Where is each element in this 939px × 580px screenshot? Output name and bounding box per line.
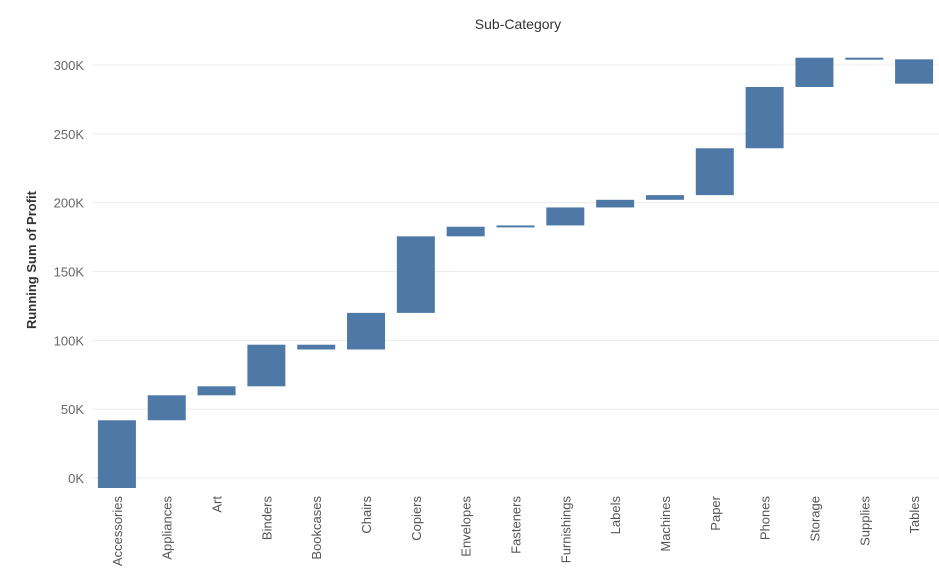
bar-phones [745, 86, 784, 149]
y-tick-label: 300K [54, 58, 85, 73]
bar-accessories [97, 420, 136, 488]
y-tick-label: 250K [54, 127, 85, 142]
bar-chairs [347, 312, 386, 350]
gridlines [92, 64, 939, 479]
category-label-furnishings: Furnishings [558, 496, 573, 564]
y-tick-label: 0K [68, 471, 84, 486]
y-tick-label: 100K [54, 333, 85, 348]
y-axis-ticks: 0K 50K 100K 150K 200K 250K 300K [54, 58, 85, 486]
bar-envelopes [446, 226, 485, 237]
category-label-tables: Tables [907, 496, 922, 534]
bar-labels [596, 199, 635, 208]
category-label-fasteners: Fasteners [509, 496, 524, 554]
category-label-bookcases: Bookcases [309, 496, 324, 560]
category-label-phones: Phones [758, 496, 773, 541]
x-axis-category-labels: Accessories Appliances Art Binders Bookcases… [110, 495, 922, 566]
bar-storage [795, 57, 834, 87]
bars [97, 57, 934, 488]
category-label-storage: Storage [807, 496, 822, 542]
category-label-paper: Paper [708, 495, 723, 530]
y-tick-label: 150K [54, 265, 85, 280]
category-label-labels: Labels [608, 496, 623, 535]
y-tick-label: 50K [61, 402, 84, 417]
bar-copiers [396, 236, 435, 313]
category-label-binders: Binders [259, 496, 274, 541]
y-tick-label: 200K [54, 196, 85, 211]
category-label-supplies: Supplies [857, 496, 872, 546]
y-axis-title: Running Sum of Profit [24, 190, 39, 329]
chart-title: Sub-Category [475, 16, 561, 32]
bar-fasteners [496, 225, 535, 228]
bar-paper [695, 148, 734, 196]
bar-binders [247, 344, 286, 387]
bar-art [197, 386, 236, 396]
bar-supplies [845, 57, 884, 60]
category-label-chairs: Chairs [359, 496, 374, 534]
bar-appliances [147, 395, 186, 421]
category-label-machines: Machines [658, 496, 673, 552]
bar-bookcases [297, 344, 336, 350]
category-label-copiers: Copiers [409, 496, 424, 541]
bar-tables [895, 59, 934, 84]
bar-furnishings [546, 207, 585, 226]
bar-machines [645, 195, 684, 200]
category-label-art: Art [210, 496, 225, 513]
category-label-accessories: Accessories [110, 496, 125, 567]
category-label-appliances: Appliances [160, 496, 175, 560]
category-label-envelopes: Envelopes [459, 496, 474, 557]
